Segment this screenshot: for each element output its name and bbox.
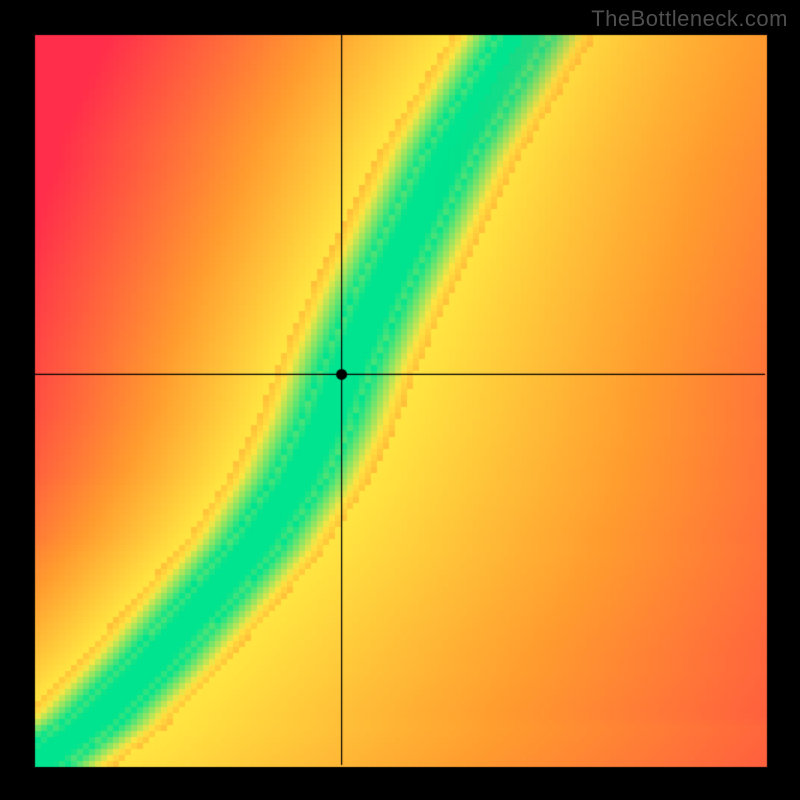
watermark-label: TheBottleneck.com <box>591 6 788 32</box>
chart-container: TheBottleneck.com <box>0 0 800 800</box>
bottleneck-heatmap-canvas <box>0 0 800 800</box>
